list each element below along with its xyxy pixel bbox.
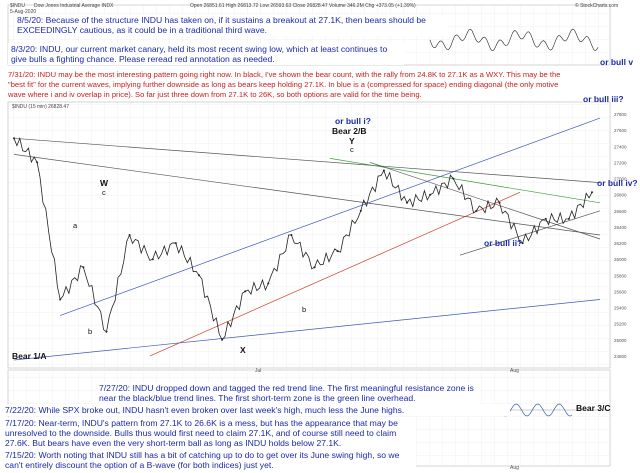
y-tick-label: 24800	[614, 354, 627, 359]
price-point	[244, 290, 247, 293]
trend-line-green	[329, 158, 601, 204]
price-point	[82, 266, 85, 269]
y-tick-label: 27600	[614, 128, 627, 133]
chart-date: 5-Aug-2020	[10, 9, 37, 15]
price-point	[336, 250, 339, 253]
price-point	[429, 193, 432, 196]
annotation-7-15: 7/15/20: Worth noting that INDU still ha…	[2, 449, 416, 472]
label-bull-iii: or bull iii?	[583, 94, 624, 104]
price-point	[498, 201, 501, 204]
price-point	[475, 209, 478, 212]
price-point	[567, 217, 570, 220]
price-point	[406, 201, 408, 204]
y-tick-label: 25800	[614, 273, 627, 278]
y-tick-label: 27400	[614, 144, 627, 149]
y-tick-label: 25200	[614, 322, 627, 327]
trend-line-blue-lower	[13, 299, 601, 361]
y-tick-label: 26600	[614, 209, 627, 214]
annotation-8-3: 8/3/20: INDU, our current market canary,…	[8, 43, 404, 66]
price-point	[359, 209, 362, 212]
label-c-left: c	[102, 188, 106, 197]
label-x: X	[240, 345, 246, 355]
price-point	[267, 282, 270, 285]
price-series	[13, 136, 593, 341]
trend-line-black-short	[459, 210, 601, 256]
price-point	[59, 298, 62, 301]
upper-panel-line	[429, 28, 599, 52]
price-point	[151, 258, 154, 261]
label-y: Y	[349, 136, 355, 146]
label-bear-1a: Bear 1/A	[12, 351, 47, 361]
price-label: $INDU (15 min) 26828.47	[12, 104, 69, 110]
label-bull-v: or bull v	[600, 57, 634, 67]
trend-line-black-channel	[369, 162, 601, 240]
chart-symbol: $INDU	[10, 3, 26, 9]
price-point	[382, 169, 385, 172]
trend-line-blue-upper	[59, 117, 601, 316]
label-bear-3c: Bear 3/C	[576, 403, 611, 413]
price-point	[13, 137, 15, 140]
price-point	[313, 266, 316, 269]
label-b-mid: b	[302, 305, 307, 314]
price-panel	[7, 101, 611, 369]
y-tick-label: 26400	[614, 225, 627, 230]
annotation-7-22: 7/22/20: While SPX broke out, INDU hasn'…	[2, 404, 510, 417]
y-tick-label: 26200	[614, 241, 627, 246]
y-tick-label: 26800	[614, 193, 627, 198]
price-line-path	[13, 136, 593, 341]
label-bear-2b: Bear 2/B	[332, 126, 367, 136]
price-point	[221, 338, 224, 341]
y-tick-label: 27800	[614, 112, 627, 117]
annotation-7-17: 7/17/20: Near-term, INDU's pattern from …	[2, 417, 416, 450]
month-label-jul: Jul	[255, 368, 261, 374]
chart-name: Dow Jones Industrial Average INDX	[34, 3, 114, 9]
y-tick-label: 25400	[614, 306, 627, 311]
price-point	[521, 242, 524, 245]
y-tick-label: 25000	[614, 338, 627, 343]
label-bull-ii: or bull ii?	[484, 238, 523, 248]
price-point	[591, 191, 593, 194]
indicator-path	[499, 403, 573, 417]
y-axis-ticks: 27800 27600 27400 27200 27000 26800 26600 26400…	[614, 112, 627, 359]
label-c-top: c	[350, 145, 354, 154]
price-point	[452, 177, 455, 180]
trend-line-black-upper	[13, 137, 601, 183]
y-tick-label: 25600	[614, 289, 627, 294]
annotation-8-5: 8/5/20: Because of the structure INDU ha…	[14, 14, 446, 37]
price-point	[174, 242, 177, 245]
trend-line-red	[149, 191, 521, 357]
trend-lines	[13, 117, 601, 361]
month-label-aug: Aug	[510, 368, 519, 374]
label-w: W	[100, 178, 109, 188]
chart-source: © StockCharts.com	[575, 3, 619, 9]
trend-line-black-lower	[13, 154, 601, 236]
y-tick-label: 27200	[614, 160, 627, 165]
lower-month-label-aug: Aug	[510, 465, 519, 471]
chart-quote: Open 26851.61 High 26813.72 Low 26593.63…	[190, 3, 416, 9]
annotation-7-27: 7/27/20: INDU dropped down and tagged th…	[96, 382, 480, 405]
upper-panel-path	[429, 28, 599, 52]
label-b-left: b	[88, 327, 93, 336]
y-tick-label: 27000	[614, 177, 627, 182]
price-point	[290, 234, 293, 236]
price-point	[36, 161, 39, 164]
label-a: a	[73, 221, 78, 230]
label-bull-i: or bull i?	[335, 116, 371, 126]
y-tick-label: 26000	[614, 257, 627, 262]
price-point	[105, 330, 108, 333]
annotation-7-31: 7/31/20: INDU may be the most interestin…	[5, 69, 565, 101]
label-bull-iv: or bull iv?	[597, 178, 638, 188]
price-point	[198, 274, 200, 277]
price-point	[544, 217, 547, 220]
price-point	[128, 234, 131, 236]
